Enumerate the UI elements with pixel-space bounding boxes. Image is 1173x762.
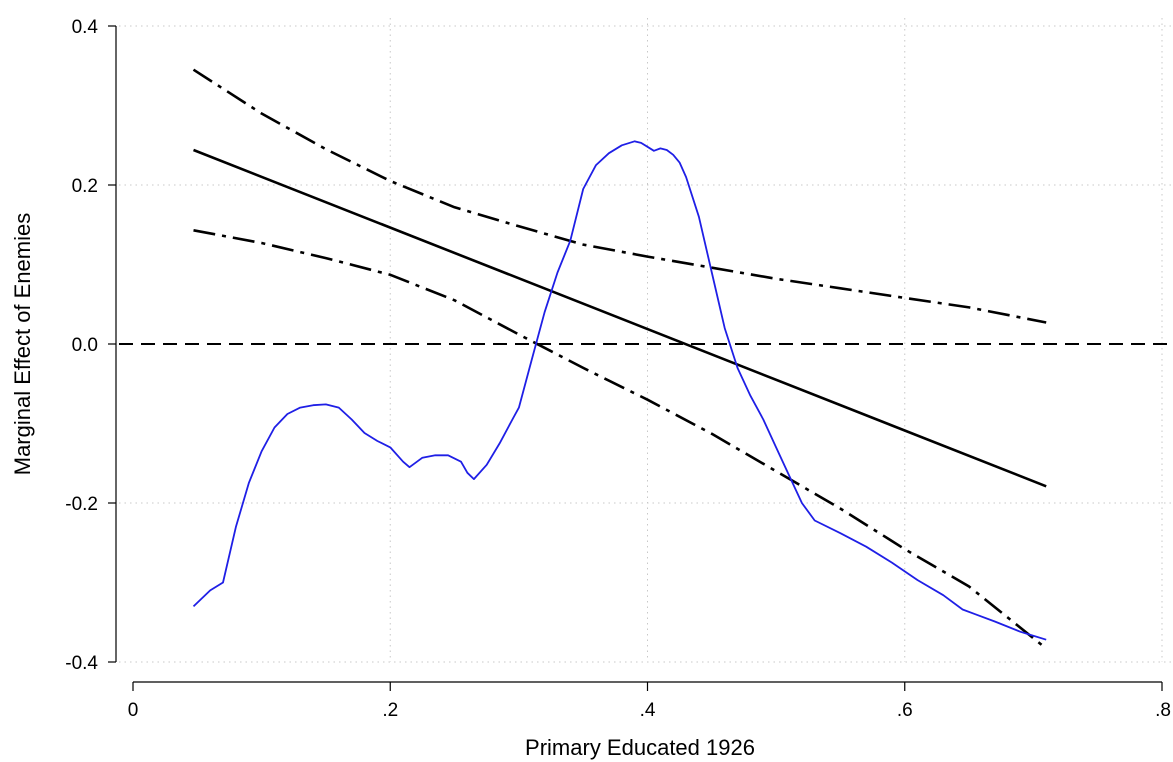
y-tick-label: 0.4: [72, 17, 99, 38]
y-tick-label: -0.4: [65, 653, 98, 674]
x-tick-label: .6: [897, 700, 913, 721]
y-tick-label: 0.2: [72, 176, 98, 197]
x-tick-label: 0: [128, 700, 139, 721]
y-axis-title: Marginal Effect of Enemies: [10, 213, 35, 476]
x-tick-label: .2: [382, 700, 398, 721]
x-axis-title: Primary Educated 1926: [525, 735, 755, 760]
tick-labels: -0.4-0.20.00.20.40.2.4.6.8: [65, 17, 1171, 721]
y-tick-label: 0.0: [72, 335, 98, 356]
x-tick-label: .8: [1155, 700, 1171, 721]
y-tick-label: -0.2: [65, 494, 98, 515]
series-layer: [119, 68, 1173, 650]
series-line-upper-bound: [192, 68, 1047, 324]
series-line-marginal-effect: [193, 148, 1047, 488]
series-line-lower-bound: [193, 229, 1048, 650]
x-tick-label: .4: [640, 700, 656, 721]
series-line-distribution-curve: [192, 140, 1047, 641]
axes: [108, 25, 1163, 691]
